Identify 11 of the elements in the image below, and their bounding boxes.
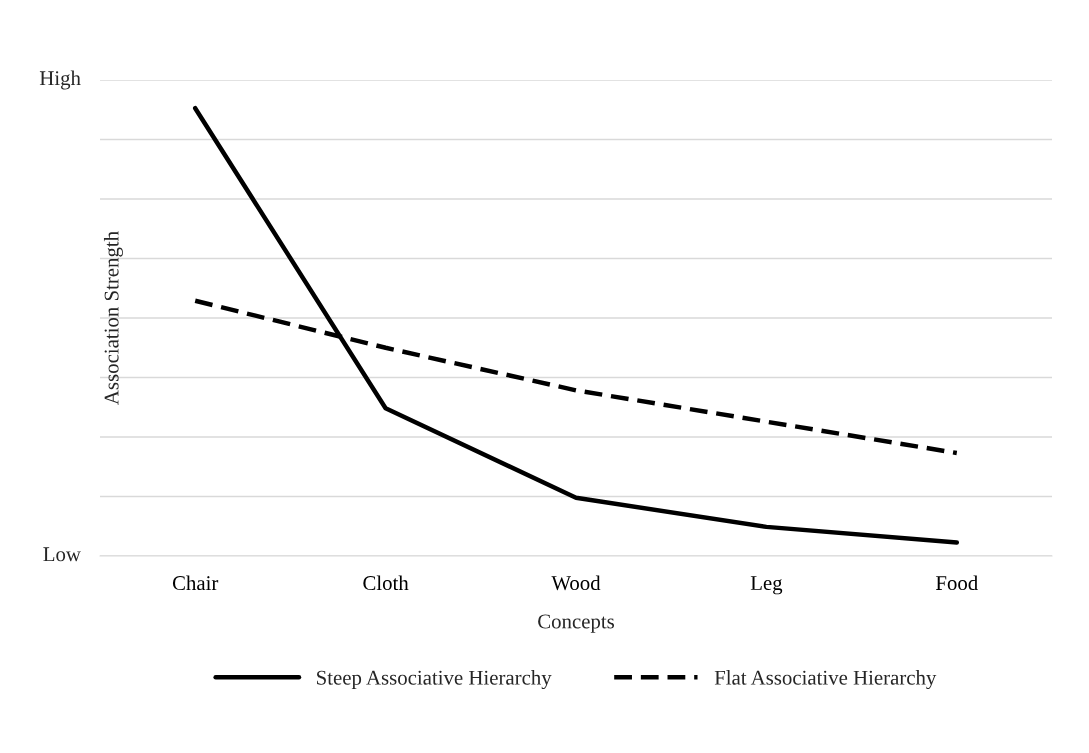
text: High <box>39 70 81 90</box>
text: Low <box>43 547 81 562</box>
legend-label: Steep Associative Hierarchy <box>317 670 552 690</box>
x-axis-title: Concepts <box>538 614 615 633</box>
x-tick-label: Wood <box>551 575 601 591</box>
x-tick-label: Chair <box>172 575 219 591</box>
legend-label: Flat Associative Hierarchy <box>714 670 937 690</box>
y-axis-title: Association Strength <box>103 231 123 405</box>
x-tick-label: Leg <box>750 576 783 595</box>
x-tick-label: Food <box>935 575 978 591</box>
x-tick-label: Cloth <box>363 575 409 591</box>
